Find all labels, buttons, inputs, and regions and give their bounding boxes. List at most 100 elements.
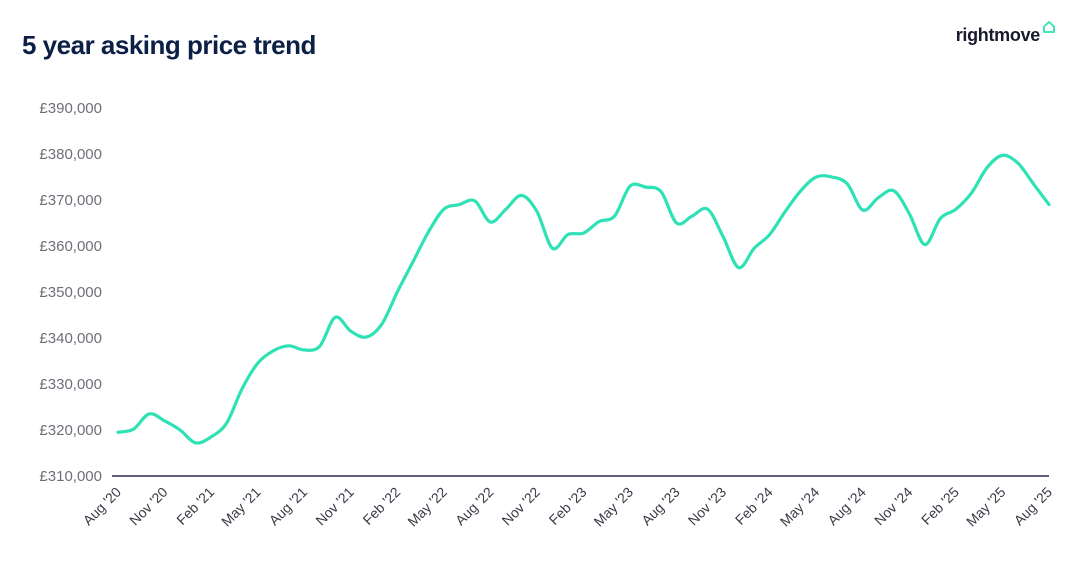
data-point (752, 246, 756, 250)
data-point (814, 175, 818, 179)
data-point (644, 185, 648, 189)
data-point (442, 207, 446, 211)
data-point (240, 387, 244, 391)
x-tick-label: May '22 (404, 484, 450, 530)
data-point (302, 348, 306, 352)
logo-text: rightmove (955, 25, 1041, 45)
data-point (706, 207, 710, 211)
data-point (954, 207, 958, 211)
data-point (1000, 153, 1004, 157)
data-point (1016, 161, 1020, 165)
x-tick-label: Aug '25 (1011, 484, 1056, 529)
data-point (457, 203, 461, 207)
x-tick-label: May '24 (777, 484, 823, 530)
data-point (768, 233, 772, 237)
x-tick-label: Nov '20 (126, 484, 171, 529)
rightmove-logo[interactable]: rightmove (956, 20, 1056, 46)
data-point (550, 246, 554, 250)
series-line-asking-price (116, 153, 1051, 445)
x-tick-label: May '23 (590, 484, 636, 530)
data-point (147, 412, 151, 416)
data-point (132, 427, 136, 431)
data-point (473, 199, 477, 203)
data-point (349, 329, 353, 333)
chart-title: 5 year asking price trend (22, 30, 316, 60)
data-point (737, 266, 741, 270)
data-point (116, 430, 120, 434)
x-tick-label: Aug '23 (638, 484, 683, 529)
y-tick-label: £330,000 (39, 376, 102, 393)
data-point (287, 344, 291, 348)
data-point (209, 435, 213, 439)
x-tick-label: Nov '21 (312, 484, 357, 529)
data-point (985, 166, 989, 170)
x-tick-label: May '21 (218, 484, 264, 530)
y-axis-labels: £390,000 £380,000 £370,000 £360,000 £350,000… (39, 100, 102, 485)
x-tick-label: Nov '24 (871, 484, 916, 529)
data-point (845, 182, 849, 186)
data-point (178, 428, 182, 432)
x-tick-label: Aug '22 (452, 484, 497, 529)
x-tick-label: Nov '22 (499, 484, 544, 529)
x-tick-label: Aug '20 (80, 484, 125, 529)
data-point (504, 207, 508, 211)
y-tick-label: £310,000 (39, 468, 102, 485)
y-tick-label: £340,000 (39, 330, 102, 347)
data-point (597, 220, 601, 224)
y-tick-label: £350,000 (39, 284, 102, 301)
x-tick-label: May '25 (963, 484, 1009, 530)
y-tick-label: £390,000 (39, 100, 102, 117)
data-point (721, 235, 725, 239)
x-tick-label: Aug '21 (266, 484, 311, 529)
data-point (535, 210, 539, 214)
data-point (892, 189, 896, 193)
data-point (271, 349, 275, 353)
data-point (426, 230, 430, 234)
data-point (861, 208, 865, 212)
data-point (1031, 182, 1035, 186)
y-tick-label: £370,000 (39, 192, 102, 209)
data-point (783, 210, 787, 214)
x-tick-label: Nov '23 (685, 484, 730, 529)
y-tick-label: £320,000 (39, 422, 102, 439)
data-point (395, 290, 399, 294)
data-point (1047, 203, 1051, 207)
data-point (628, 184, 632, 188)
x-axis-labels: Aug '20 Nov '20 Feb '21 May '21 Aug '21 Nov '… (80, 484, 1056, 530)
data-point (799, 189, 803, 193)
data-point (380, 322, 384, 326)
data-point (675, 221, 679, 225)
data-point (318, 344, 322, 348)
data-point (488, 220, 492, 224)
data-point (923, 243, 927, 247)
x-tick-label: Feb '25 (918, 484, 962, 528)
data-point (938, 216, 942, 220)
data-point (519, 193, 523, 197)
x-tick-label: Aug '24 (824, 484, 869, 529)
data-point (876, 196, 880, 200)
house-icon (1043, 21, 1055, 33)
data-points (116, 153, 1051, 445)
data-point (364, 335, 368, 339)
data-point (969, 191, 973, 195)
x-tick-label: Feb '23 (546, 484, 590, 528)
y-tick-label: £380,000 (39, 146, 102, 163)
x-tick-label: Feb '21 (173, 484, 217, 528)
data-point (225, 421, 229, 425)
data-point (163, 419, 167, 423)
data-point (659, 190, 663, 194)
y-tick-label: £360,000 (39, 238, 102, 255)
data-point (830, 175, 834, 179)
x-tick-label: Feb '24 (732, 484, 776, 528)
data-point (690, 214, 694, 218)
data-point (907, 212, 911, 216)
x-tick-label: Feb '22 (359, 484, 403, 528)
data-point (333, 315, 337, 319)
data-point (613, 214, 617, 218)
data-point (411, 260, 415, 264)
data-point (194, 441, 198, 445)
data-point (256, 361, 260, 365)
data-point (582, 231, 586, 235)
data-point (566, 233, 570, 237)
